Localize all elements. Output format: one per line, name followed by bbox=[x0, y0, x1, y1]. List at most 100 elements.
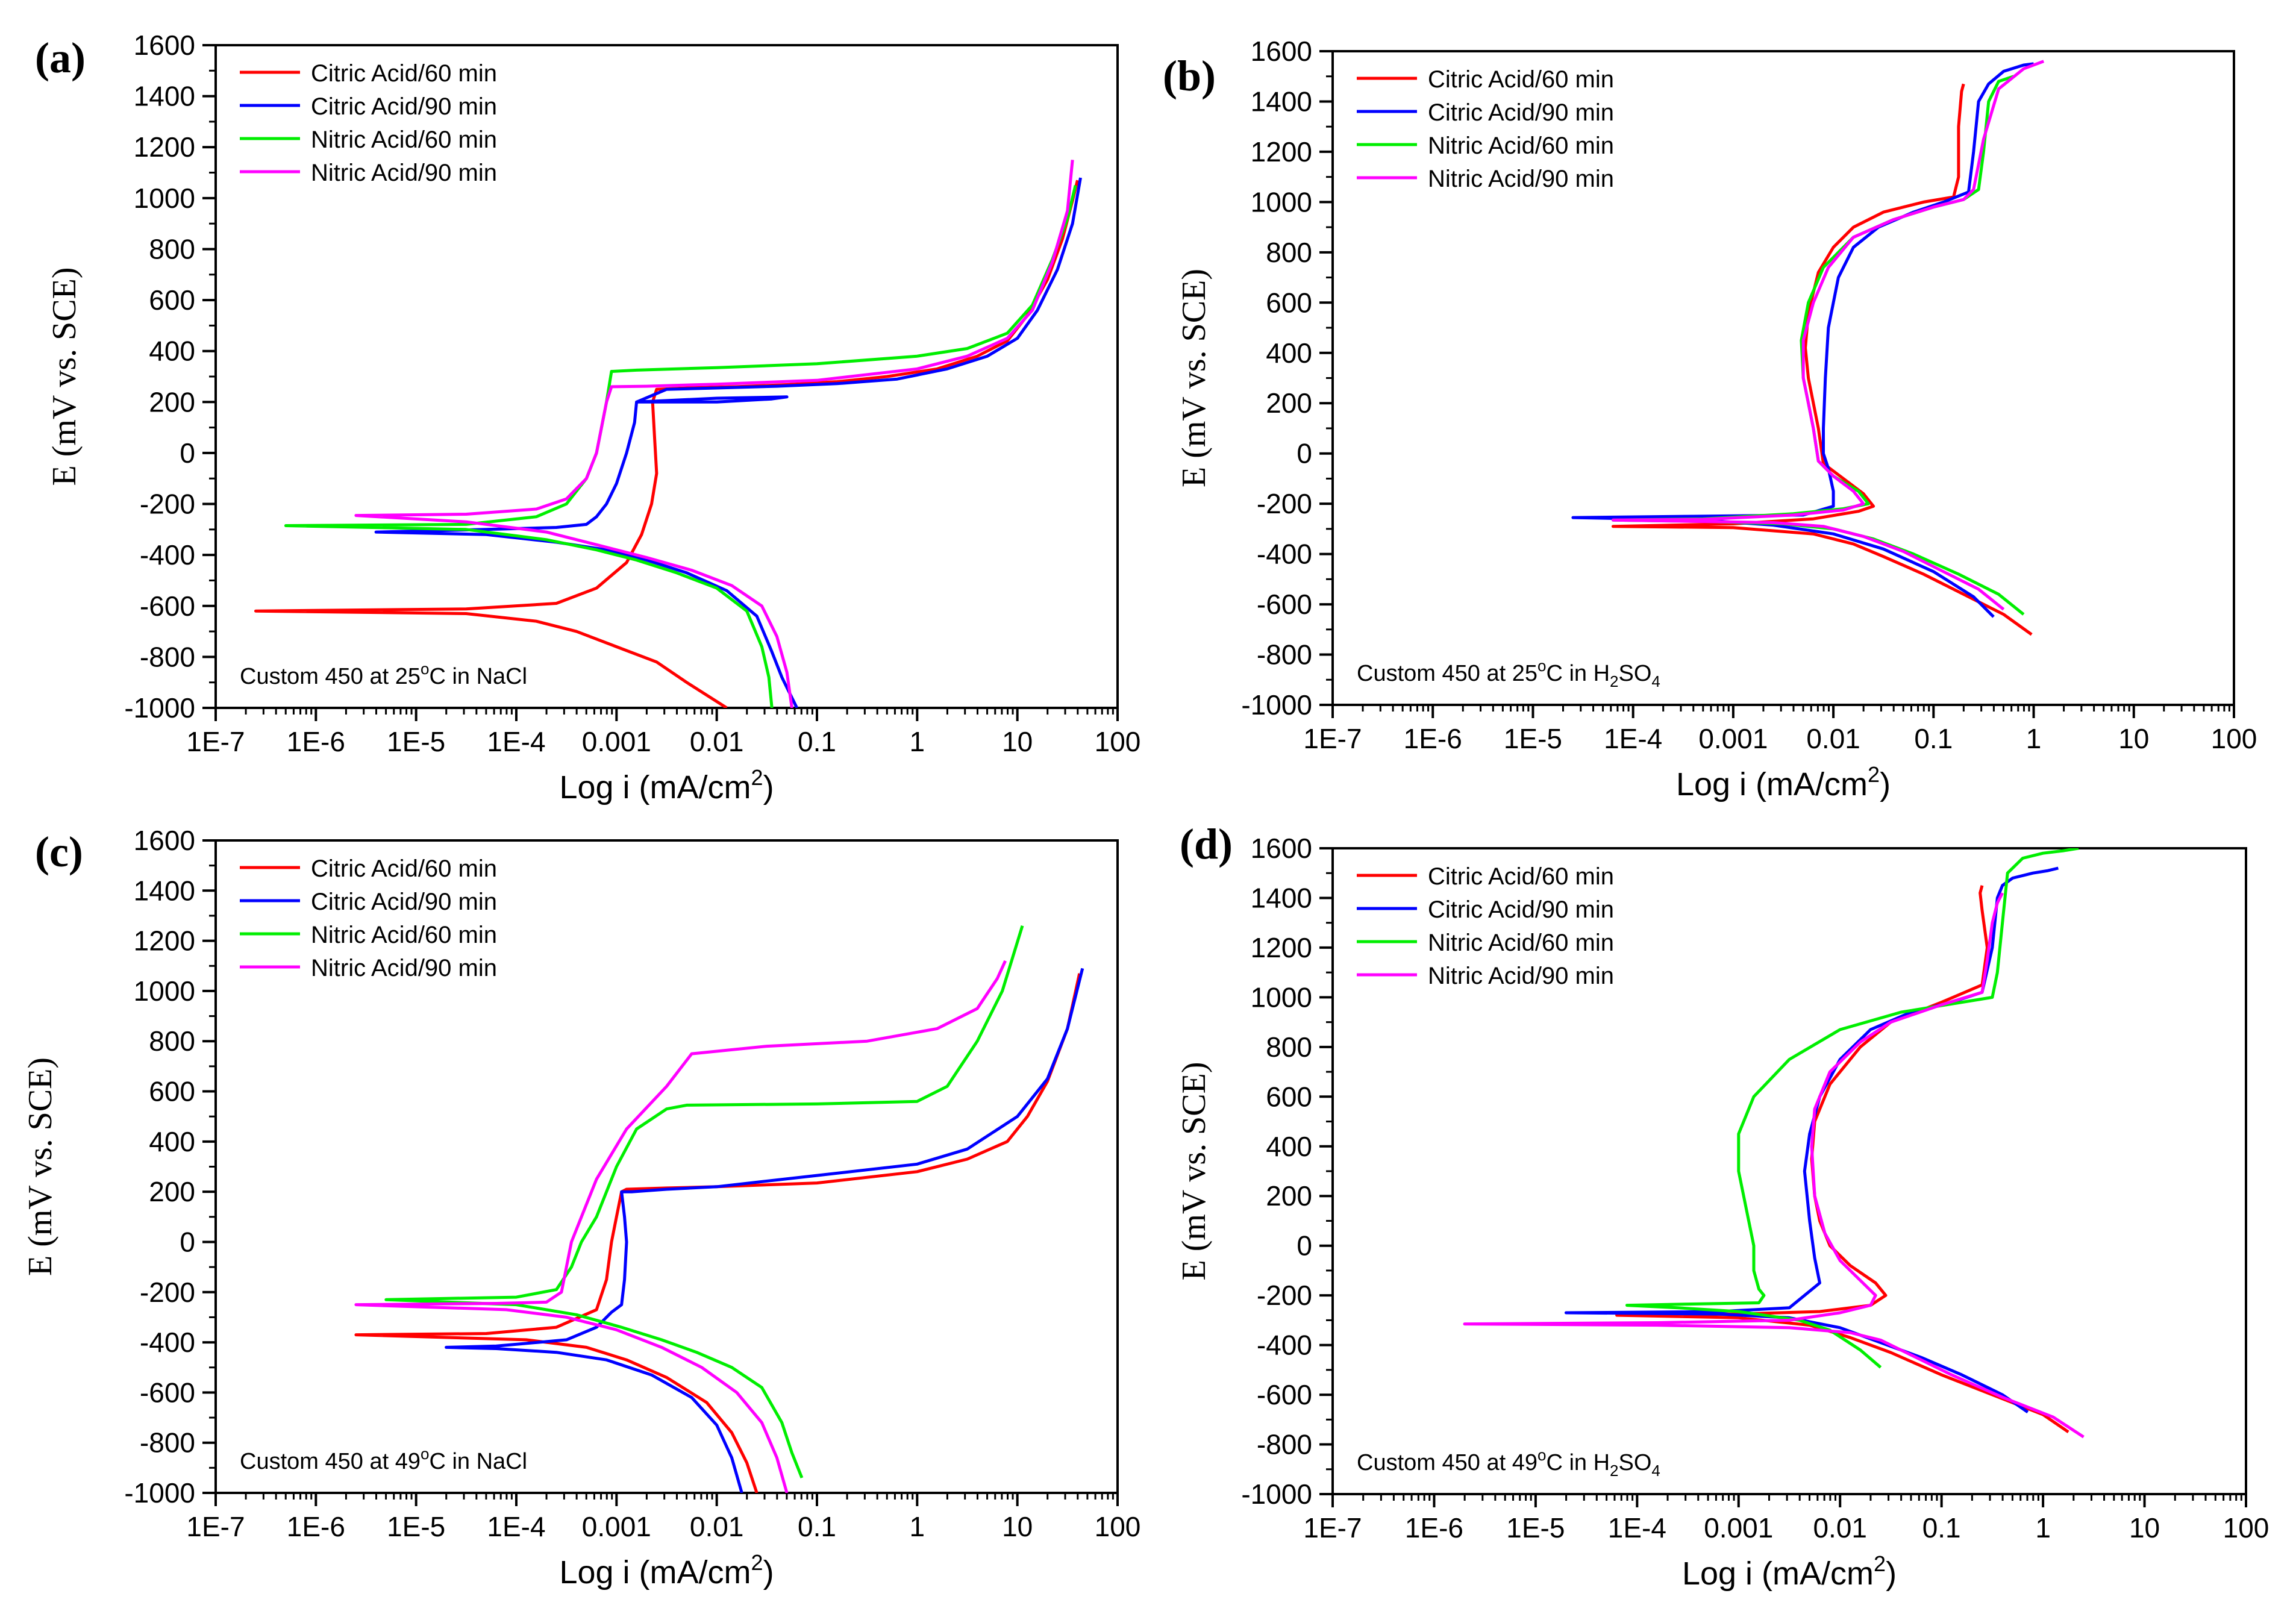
y-tick-label: -1000 bbox=[1241, 1478, 1312, 1510]
panel-label: (c) bbox=[35, 828, 83, 876]
annotation-text: Custom 450 at 49oC in NaCl bbox=[240, 1445, 527, 1474]
y-tick-label: 800 bbox=[149, 233, 195, 264]
y-tick-label: -600 bbox=[1257, 589, 1312, 620]
y-tick-label: 600 bbox=[149, 284, 195, 316]
y-tick-label: 800 bbox=[1266, 1031, 1312, 1063]
x-tick-label: 1 bbox=[2026, 723, 2042, 754]
series-line-3 bbox=[354, 960, 1007, 1493]
y-tick-label: -1000 bbox=[1241, 689, 1312, 721]
x-tick-label: 0.001 bbox=[582, 726, 651, 757]
y-tick-label: -1000 bbox=[124, 692, 195, 724]
x-tick-label: 10 bbox=[1002, 726, 1033, 757]
y-tick-label: 400 bbox=[149, 1126, 195, 1157]
legend-label: Nitric Acid/60 min bbox=[1428, 930, 1614, 956]
y-tick-label: -600 bbox=[140, 590, 195, 622]
y-tick-label: -400 bbox=[140, 539, 195, 571]
chart-panel-0: (a) 1E-7 1E-6 1E-5 1E-4 0.001 0.01 0.1 1 10 100 -10… bbox=[35, 30, 1140, 805]
legend-label: Nitric Acid/90 min bbox=[1428, 963, 1614, 989]
x-tick-label: 1E-7 bbox=[1303, 723, 1362, 754]
y-tick-label: 1600 bbox=[1251, 833, 1312, 864]
series-line-0 bbox=[1611, 83, 2033, 636]
legend-label: Citric Acid/90 min bbox=[1428, 896, 1614, 923]
x-tick-label: 1E-7 bbox=[186, 1511, 245, 1542]
x-tick-label: 1 bbox=[910, 726, 925, 757]
chart-panel-2: (c) 1E-7 1E-6 1E-5 1E-4 0.001 0.01 0.1 1 10 100 -10… bbox=[22, 825, 1140, 1590]
legend-label: Citric Acid/90 min bbox=[311, 93, 497, 120]
x-tick-label: 0.01 bbox=[690, 726, 744, 757]
x-tick-label: 1E-4 bbox=[487, 1511, 545, 1542]
series-line-2 bbox=[384, 925, 1024, 1478]
legend-label: Citric Acid/60 min bbox=[1428, 66, 1614, 93]
y-tick-label: -800 bbox=[1257, 639, 1312, 671]
y-tick-label: 200 bbox=[149, 386, 195, 418]
y-tick-label: 600 bbox=[1266, 1081, 1312, 1112]
x-tick-label: 1 bbox=[910, 1511, 925, 1542]
series-line-1 bbox=[1571, 62, 2034, 618]
legend-label: Nitric Acid/90 min bbox=[311, 955, 497, 981]
y-tick-label: 200 bbox=[1266, 387, 1312, 419]
annotation-text: Custom 450 at 25oC in NaCl bbox=[240, 660, 527, 689]
y-tick-label: 1200 bbox=[1251, 932, 1312, 963]
x-tick-label: 1E-5 bbox=[387, 726, 445, 757]
x-tick-label: 0.001 bbox=[1704, 1512, 1773, 1543]
x-tick-label: 0.01 bbox=[1813, 1512, 1867, 1543]
legend-label: Nitric Acid/60 min bbox=[311, 127, 497, 153]
series-line-3 bbox=[1463, 892, 2085, 1439]
x-tick-label: 1E-5 bbox=[1504, 723, 1562, 754]
y-tick-label: 1200 bbox=[134, 131, 195, 163]
y-tick-label: -200 bbox=[140, 489, 195, 520]
y-tick-label: 1000 bbox=[134, 975, 195, 1007]
y-tick-label: -800 bbox=[140, 641, 195, 672]
legend-label: Nitric Acid/90 min bbox=[311, 160, 497, 186]
x-tick-label: 0.1 bbox=[1922, 1512, 1961, 1543]
x-tick-label: 1E-5 bbox=[387, 1511, 445, 1542]
x-tick-label: 1E-6 bbox=[287, 726, 345, 757]
y-axis-label: E (mV vs. SCE) bbox=[1175, 1062, 1213, 1281]
x-tick-label: 100 bbox=[1095, 1511, 1141, 1542]
y-tick-label: 1400 bbox=[1251, 882, 1312, 913]
x-tick-label: 1E-4 bbox=[1604, 723, 1662, 754]
series-line-0 bbox=[354, 973, 1081, 1493]
annotation-text: Custom 450 at 49oC in H2SO4 bbox=[1357, 1446, 1660, 1480]
x-tick-label: 1E-6 bbox=[287, 1511, 345, 1542]
x-tick-label: 1E-6 bbox=[1404, 723, 1462, 754]
series-line-0 bbox=[1615, 885, 2069, 1433]
y-tick-label: 600 bbox=[149, 1076, 195, 1107]
y-tick-label: 800 bbox=[149, 1025, 195, 1057]
x-tick-label: 0.1 bbox=[1914, 723, 1953, 754]
y-tick-label: 800 bbox=[1266, 237, 1312, 268]
x-tick-label: 10 bbox=[2129, 1512, 2160, 1543]
legend-label: Citric Acid/60 min bbox=[311, 855, 497, 882]
x-tick-label: 0.01 bbox=[1806, 723, 1860, 754]
y-tick-label: -800 bbox=[1257, 1429, 1312, 1460]
y-axis-label: E (mV vs. SCE) bbox=[46, 267, 83, 486]
x-tick-label: 0.001 bbox=[582, 1511, 651, 1542]
x-tick-label: 1E-5 bbox=[1506, 1512, 1565, 1543]
panel-label: (b) bbox=[1163, 52, 1216, 100]
x-tick-label: 100 bbox=[1095, 726, 1141, 757]
x-tick-label: 0.1 bbox=[798, 1511, 836, 1542]
legend-label: Citric Acid/90 min bbox=[1428, 99, 1614, 126]
x-tick-label: 1E-6 bbox=[1405, 1512, 1463, 1543]
y-tick-label: 1000 bbox=[1251, 981, 1312, 1013]
chart-panel-1: (b) 1E-7 1E-6 1E-5 1E-4 0.001 0.01 0.1 1 10 100 -10… bbox=[1163, 36, 2257, 802]
x-tick-label: 10 bbox=[2118, 723, 2149, 754]
y-tick-label: 1400 bbox=[134, 875, 195, 906]
y-tick-label: 0 bbox=[1297, 438, 1312, 469]
y-tick-label: 400 bbox=[1266, 1131, 1312, 1162]
y-tick-label: -600 bbox=[1257, 1379, 1312, 1410]
series-line-0 bbox=[254, 180, 1079, 708]
x-axis-label: Log i (mA/cm2) bbox=[1676, 762, 1891, 802]
x-tick-label: 0.1 bbox=[798, 726, 836, 757]
y-tick-label: 0 bbox=[180, 1226, 195, 1257]
x-tick-label: 100 bbox=[2211, 723, 2257, 754]
x-tick-label: 100 bbox=[2223, 1512, 2269, 1543]
x-tick-label: 0.001 bbox=[1698, 723, 1768, 754]
series-line-2 bbox=[1625, 848, 2079, 1369]
y-tick-label: 0 bbox=[180, 437, 195, 469]
y-tick-label: -400 bbox=[1257, 539, 1312, 570]
y-tick-label: -600 bbox=[140, 1377, 195, 1408]
y-axis-label: E (mV vs. SCE) bbox=[1175, 269, 1213, 487]
series-line-1 bbox=[374, 177, 1082, 708]
legend-label: Nitric Acid/60 min bbox=[1428, 133, 1614, 159]
